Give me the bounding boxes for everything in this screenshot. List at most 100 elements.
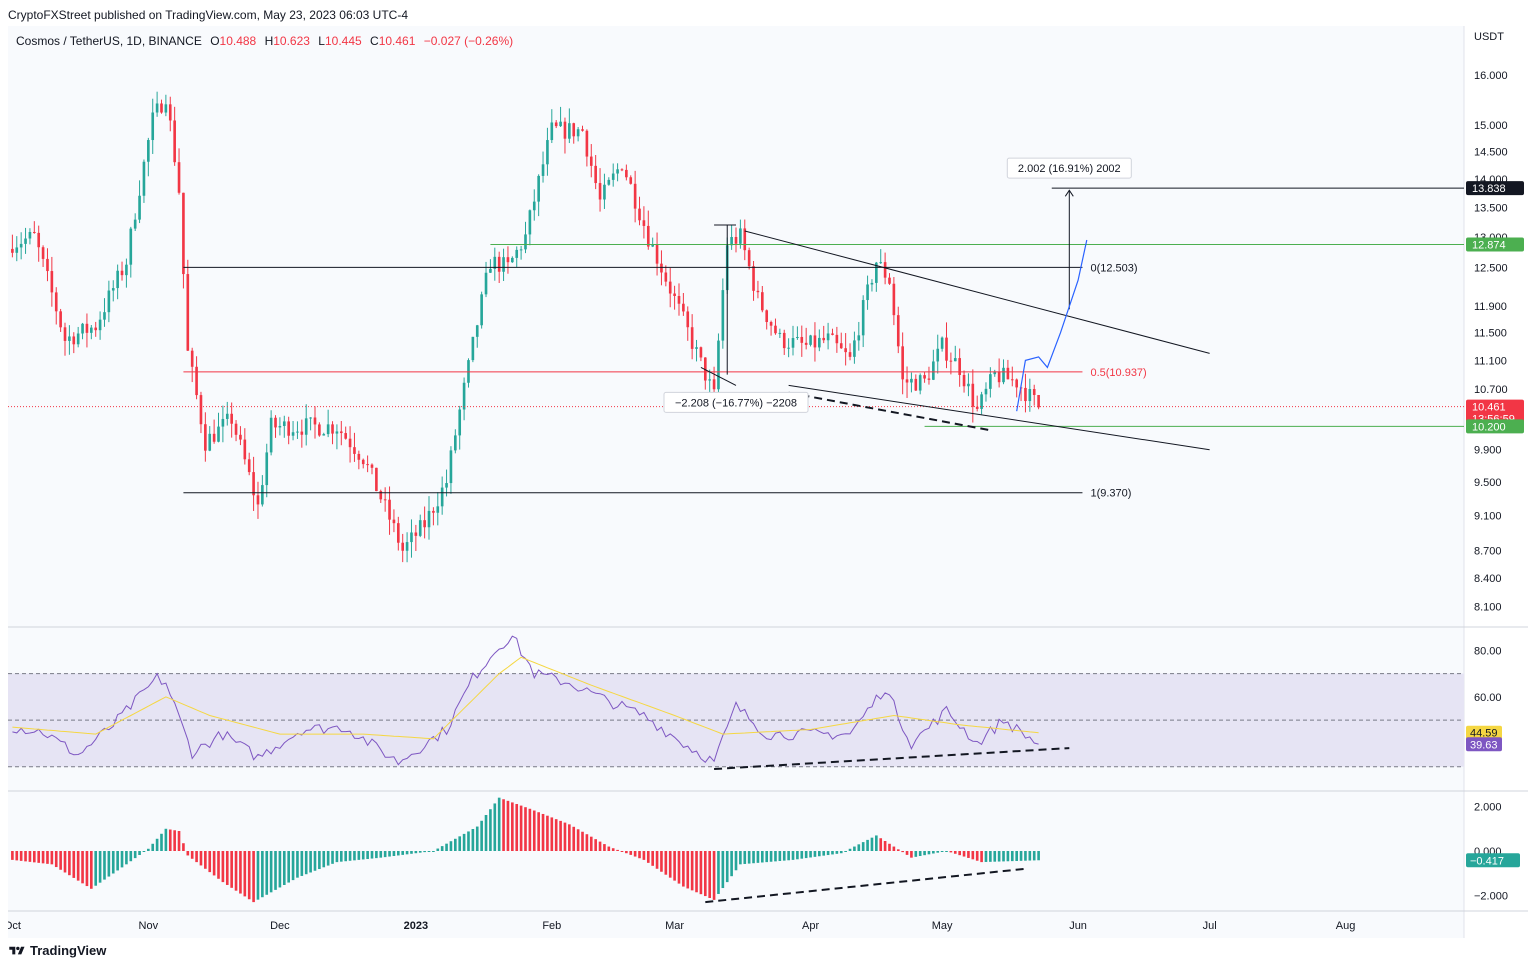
hist-bar <box>1015 851 1018 861</box>
candle-body <box>309 417 312 419</box>
fib-level-label: 1(9.370) <box>1090 488 1131 500</box>
candle-body <box>568 123 571 139</box>
hist-bar <box>813 851 817 857</box>
measure-down-text: −2.208 (−16.77%) −2208 <box>675 397 797 409</box>
candle-body <box>480 294 483 326</box>
candle-body <box>81 323 84 334</box>
candle-body <box>217 426 220 442</box>
hist-bar <box>204 851 207 869</box>
hist-bar <box>949 851 953 853</box>
candle-body <box>875 262 878 283</box>
hist-bar <box>339 851 343 862</box>
hist-bar <box>826 851 830 856</box>
hist-bar <box>261 851 264 898</box>
candle-body <box>221 418 225 427</box>
open-label: O <box>210 34 220 48</box>
hist-bar <box>515 804 519 851</box>
candle-body <box>103 312 106 320</box>
candle-body <box>822 337 826 341</box>
hist-bar <box>265 851 269 895</box>
hist-bar <box>186 851 190 856</box>
candle-body <box>958 358 961 375</box>
chart-area[interactable]: USDT16.00015.00014.50014.00013.50013.000… <box>8 26 1528 938</box>
hist-bar <box>37 851 41 863</box>
price-tick-label: 9.100 <box>1474 511 1502 523</box>
price-tick-label: 10.700 <box>1474 384 1508 396</box>
candle-body <box>326 424 330 435</box>
hist-bar <box>686 851 690 889</box>
candle-body <box>24 238 27 244</box>
chart-canvas[interactable]: USDT16.00015.00014.50014.00013.50013.000… <box>8 26 1528 938</box>
hist-bar <box>212 851 216 876</box>
candle-body <box>497 256 501 272</box>
hist-bar <box>853 846 856 851</box>
candle-body <box>190 350 194 367</box>
candle-body <box>427 510 431 528</box>
hist-bar <box>861 842 865 851</box>
hist-bar <box>414 851 418 854</box>
candle-body <box>607 179 611 185</box>
candle-body <box>949 360 953 362</box>
time-tick-label: Aug <box>1336 920 1356 932</box>
hist-bar <box>160 833 163 851</box>
hist-tick-label: −2.000 <box>1474 890 1508 902</box>
candle-body <box>967 383 970 387</box>
hist-bar <box>1037 851 1040 861</box>
candle-body <box>537 175 540 202</box>
candle-body <box>11 248 14 253</box>
candle-body <box>861 300 865 336</box>
candle-body <box>914 378 918 391</box>
price-axis-tag <box>1466 419 1524 434</box>
candle-body <box>318 424 321 436</box>
candle-body <box>664 272 668 282</box>
hist-bar <box>41 851 45 864</box>
candle-body <box>673 293 676 296</box>
hist-bar <box>734 851 738 871</box>
hist-bar <box>918 851 922 856</box>
candle-body <box>54 292 58 312</box>
candle-body <box>870 282 874 285</box>
candle-body <box>195 366 198 396</box>
hist-bar <box>282 851 286 885</box>
candle-body <box>910 378 913 383</box>
candle-body <box>581 129 584 131</box>
candle-body <box>532 201 536 211</box>
hist-bar <box>848 848 852 851</box>
candle-body <box>699 347 703 358</box>
hist-bar <box>454 838 457 851</box>
change-value: −0.027 (−0.26%) <box>423 34 514 48</box>
candle-body <box>778 332 782 334</box>
hist-bar <box>50 851 54 865</box>
hist-bar <box>875 835 878 851</box>
candle-body <box>848 352 852 357</box>
candle-body <box>721 290 725 341</box>
hist-bar <box>633 851 637 857</box>
publisher-caption: CryptoFXStreet published on TradingView.… <box>8 8 408 22</box>
hist-bar <box>844 851 847 852</box>
candle-body <box>1002 367 1005 383</box>
candle-body <box>392 519 396 524</box>
price-tick-label: 9.900 <box>1474 445 1502 457</box>
candle-body <box>695 347 698 349</box>
rsi-ma-tag <box>1466 725 1502 740</box>
hist-bar <box>923 851 926 856</box>
open-value: 10.488 <box>219 34 257 48</box>
hist-bar <box>537 812 540 851</box>
candle-body <box>388 499 391 520</box>
candle-body <box>142 161 146 196</box>
hist-bar <box>28 851 32 862</box>
candle-body <box>997 371 1001 383</box>
candle-body <box>361 459 365 465</box>
price-axis-tag-label: 13.838 <box>1472 183 1506 195</box>
hist-bar <box>695 851 698 893</box>
time-tick-label: Apr <box>802 920 819 932</box>
candle-body <box>344 433 348 439</box>
hist-bar <box>594 839 597 851</box>
candle-body <box>686 311 690 328</box>
candle-body <box>831 333 834 335</box>
hist-bar <box>708 851 712 898</box>
hist-bar <box>125 851 128 865</box>
candle-body <box>46 258 49 272</box>
hist-bar <box>822 851 826 856</box>
candle-body <box>300 431 304 435</box>
